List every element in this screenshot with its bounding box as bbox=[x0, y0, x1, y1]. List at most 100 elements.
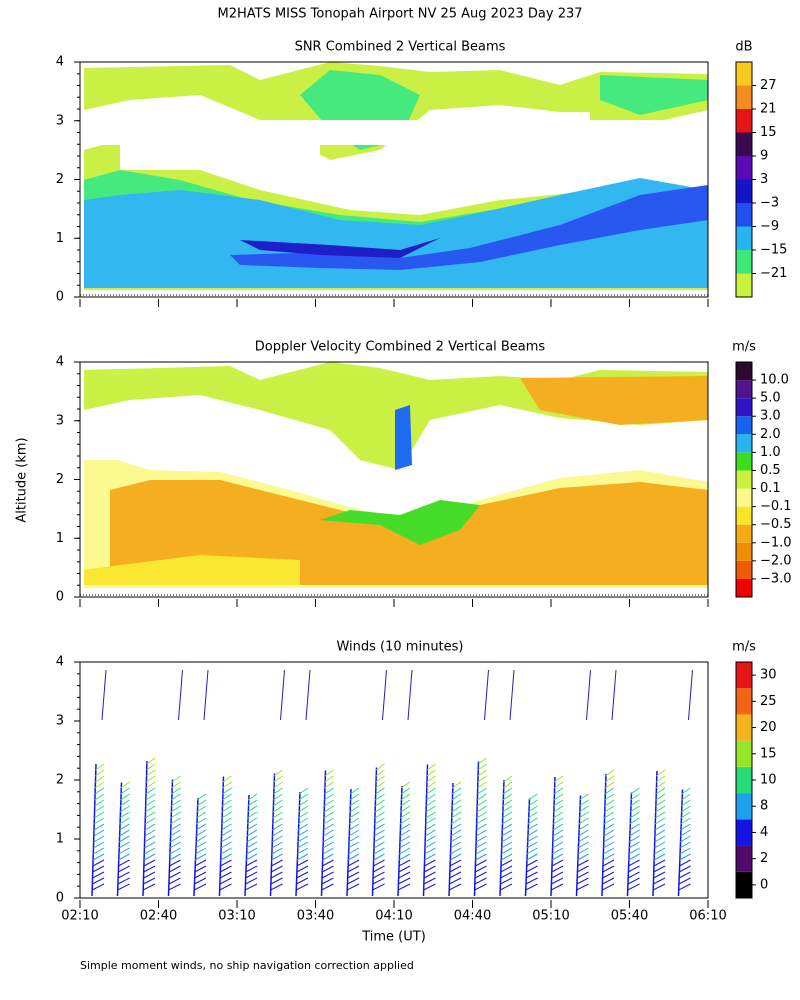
colorbar-label: −1.0 bbox=[760, 535, 792, 550]
wind-barb-texture bbox=[324, 769, 334, 777]
wind-barb-texture bbox=[653, 853, 666, 861]
wind-barb-texture bbox=[604, 793, 615, 801]
panel-title: Doppler Velocity Combined 2 Vertical Bea… bbox=[255, 340, 546, 355]
wind-barb-texture bbox=[604, 805, 615, 813]
y-tick-label: 0 bbox=[56, 290, 64, 305]
wind-barb-texture bbox=[474, 877, 487, 885]
wind-barb-texture bbox=[347, 877, 360, 885]
wind-barb-texture bbox=[296, 853, 309, 861]
wind-barb-texture bbox=[578, 829, 589, 837]
wind-barb-texture bbox=[196, 799, 207, 807]
wind-barb-texture bbox=[604, 799, 615, 807]
wind-barb-texture bbox=[348, 829, 360, 837]
wind-barb-texture bbox=[120, 781, 130, 789]
wind-barb-texture bbox=[168, 871, 181, 879]
wind-barb-texture bbox=[348, 835, 360, 843]
wind-barb-texture bbox=[271, 859, 283, 867]
wind-barb-texture bbox=[194, 877, 207, 885]
wind-barb-texture bbox=[94, 811, 105, 819]
wind-barb-texture bbox=[654, 841, 666, 849]
wind-barb-texture bbox=[221, 811, 232, 819]
wind-barb-texture bbox=[194, 853, 207, 861]
y-tick-label: 2 bbox=[56, 773, 64, 788]
wind-barb-texture bbox=[92, 865, 105, 873]
wind-barb-texture bbox=[652, 770, 658, 897]
wind-barb-texture bbox=[477, 775, 487, 783]
wind-barb-texture bbox=[219, 871, 232, 879]
wind-barb-texture bbox=[678, 865, 691, 873]
wind-barb-texture bbox=[245, 877, 258, 885]
wind-barb-texture bbox=[576, 871, 589, 879]
colorbar-label: 21 bbox=[760, 102, 777, 117]
wind-barb-texture bbox=[398, 877, 411, 885]
wind-barb-texture bbox=[450, 817, 462, 825]
colorbar-label: −21 bbox=[760, 266, 787, 281]
wind-barb-texture bbox=[220, 853, 232, 861]
wind-barb-texture bbox=[451, 793, 462, 801]
wind-barb-texture bbox=[501, 847, 513, 855]
wind-barb-texture bbox=[120, 793, 130, 801]
wind-barb-texture bbox=[630, 793, 640, 801]
colorbar-label: −0.1 bbox=[760, 499, 792, 514]
colorbar-label: 0 bbox=[760, 877, 768, 892]
colorbar-swatch bbox=[736, 179, 752, 203]
wind-barb-texture bbox=[551, 877, 564, 885]
wind-barb-texture bbox=[119, 799, 130, 807]
wind-barb-texture bbox=[400, 805, 411, 813]
wind-barb-texture bbox=[629, 817, 640, 825]
wind-barb-texture bbox=[94, 799, 105, 807]
wind-barb-texture bbox=[448, 883, 462, 891]
y-tick-label: 3 bbox=[56, 113, 64, 128]
wind-barb-texture bbox=[144, 823, 156, 831]
wind-barb-texture bbox=[374, 805, 385, 813]
wind-barb-texture bbox=[425, 817, 436, 825]
wind-barb-texture bbox=[478, 757, 487, 765]
wind-barb-texture bbox=[475, 847, 487, 855]
wind-barb-texture bbox=[117, 871, 130, 879]
colorbar-swatch bbox=[736, 506, 752, 525]
velocity-field bbox=[84, 362, 708, 588]
wind-barb-texture bbox=[324, 781, 334, 789]
y-tick-label: 1 bbox=[56, 531, 64, 546]
wind-barb-texture bbox=[323, 817, 334, 825]
wind-barb-texture bbox=[503, 775, 513, 783]
wind-barb-texture bbox=[143, 871, 156, 879]
colorbar-label: 3 bbox=[760, 172, 768, 187]
wind-barb-texture bbox=[502, 811, 513, 819]
wind-barb-texture bbox=[501, 835, 513, 843]
colorbar-swatch bbox=[736, 398, 752, 417]
wind-barb-texture bbox=[375, 769, 385, 777]
wind-barb-texture bbox=[551, 871, 564, 879]
panel-title: SNR Combined 2 Vertical Beams bbox=[295, 40, 506, 55]
wind-barb-texture bbox=[397, 883, 411, 891]
wind-barb-texture bbox=[321, 865, 334, 873]
wind-barb-texture bbox=[95, 769, 105, 777]
wind-barb-texture bbox=[575, 795, 582, 897]
colorbar-label: 15 bbox=[760, 746, 777, 761]
wind-barb-texture bbox=[92, 859, 105, 867]
wind-barb-texture bbox=[375, 793, 385, 801]
wind-barb-texture bbox=[321, 883, 334, 891]
wind-barb-texture bbox=[144, 829, 156, 837]
colorbar-label: −15 bbox=[760, 243, 787, 258]
wind-barb-texture bbox=[280, 669, 285, 721]
wind-barb-texture bbox=[272, 799, 283, 807]
x-tick-label: 04:10 bbox=[375, 909, 412, 924]
wind-barb-texture bbox=[273, 793, 283, 801]
wind-barb-texture bbox=[373, 841, 385, 849]
wind-barb-texture bbox=[144, 847, 156, 855]
wind-barb-texture bbox=[375, 787, 385, 795]
wind-barb-texture bbox=[298, 799, 309, 807]
wind-barb-texture bbox=[679, 859, 691, 867]
wind-barb-texture bbox=[655, 811, 666, 819]
wind-barb-texture bbox=[603, 835, 615, 843]
wind-barb-texture bbox=[553, 787, 564, 795]
wind-barb-texture bbox=[450, 847, 462, 855]
wind-barb-texture bbox=[94, 805, 105, 813]
wind-barb-texture bbox=[526, 853, 538, 861]
colorbar-swatch bbox=[736, 273, 752, 297]
wind-barb-texture bbox=[605, 775, 615, 783]
wind-barb-texture bbox=[271, 841, 283, 849]
wind-barb-texture bbox=[322, 835, 334, 843]
wind-barb-texture bbox=[246, 817, 258, 825]
